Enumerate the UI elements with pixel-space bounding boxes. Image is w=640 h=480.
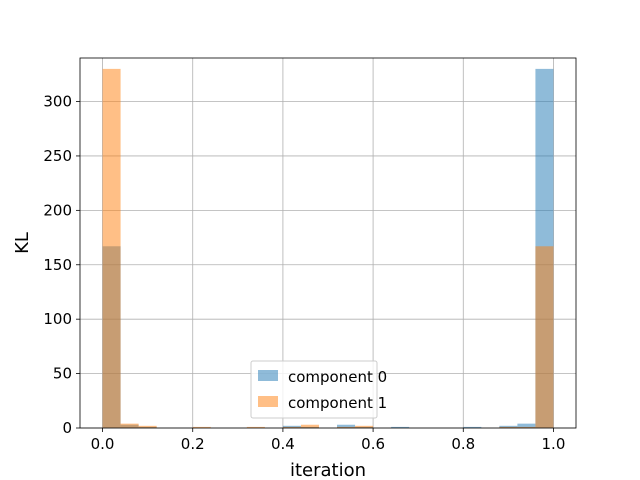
y-tick-label: 200 xyxy=(43,201,72,219)
legend: component 0 component 1 xyxy=(250,360,387,419)
y-tick-label: 300 xyxy=(43,93,72,111)
bar-component-1 xyxy=(246,426,265,428)
bar-component-1 xyxy=(535,246,554,428)
y-tick-label: 50 xyxy=(53,365,72,383)
bar-component-1 xyxy=(192,426,211,428)
legend-label-component-0: component 0 xyxy=(288,368,387,386)
bar-component-1 xyxy=(120,423,139,428)
y-tick-label: 0 xyxy=(62,419,72,437)
x-axis: 0.0 0.2 0.4 0.6 0.8 1.0 xyxy=(91,428,566,453)
bar-component-1 xyxy=(300,424,319,428)
y-tick-label: 100 xyxy=(43,310,72,328)
legend-swatch-component-1 xyxy=(258,396,278,407)
bar-component-0 xyxy=(517,423,536,428)
bar-component-1 xyxy=(102,68,121,428)
plot-frame xyxy=(79,57,577,429)
bar-component-1 xyxy=(517,426,536,428)
legend-box xyxy=(250,360,378,419)
x-tick-label: 1.0 xyxy=(542,435,566,453)
bar-component-0 xyxy=(282,425,301,428)
bar-component-1 xyxy=(138,425,157,428)
y-axis: 0 50 100 150 200 250 300 xyxy=(43,93,80,437)
legend-label-component-1: component 1 xyxy=(288,394,387,412)
bar-component-0 xyxy=(463,426,482,428)
x-tick-label: 0.0 xyxy=(91,435,115,453)
legend-swatch-component-0 xyxy=(258,370,278,381)
y-tick-label: 150 xyxy=(43,256,72,274)
bar-component-0 xyxy=(391,426,410,428)
x-tick-label: 0.4 xyxy=(271,435,295,453)
y-tick-label: 250 xyxy=(43,147,72,165)
x-tick-label: 0.8 xyxy=(451,435,475,453)
bar-component-1 xyxy=(499,426,518,428)
x-tick-label: 0.6 xyxy=(361,435,385,453)
y-axis-label: KL xyxy=(12,232,33,254)
x-tick-label: 0.2 xyxy=(181,435,205,453)
bar-component-1 xyxy=(282,426,301,428)
bar-component-0 xyxy=(499,425,518,428)
bar-component-0 xyxy=(337,424,356,428)
bars xyxy=(102,68,554,428)
bar-component-1 xyxy=(337,426,356,428)
x-axis-label: iteration xyxy=(290,460,366,480)
bar-component-1 xyxy=(355,425,374,428)
